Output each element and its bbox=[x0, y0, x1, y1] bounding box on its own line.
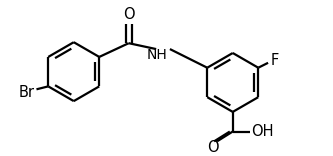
Text: O: O bbox=[207, 140, 219, 155]
Text: O: O bbox=[123, 7, 135, 22]
Text: F: F bbox=[271, 53, 279, 68]
Text: Br: Br bbox=[19, 85, 35, 100]
Text: NH: NH bbox=[147, 48, 167, 62]
Text: OH: OH bbox=[251, 124, 273, 139]
